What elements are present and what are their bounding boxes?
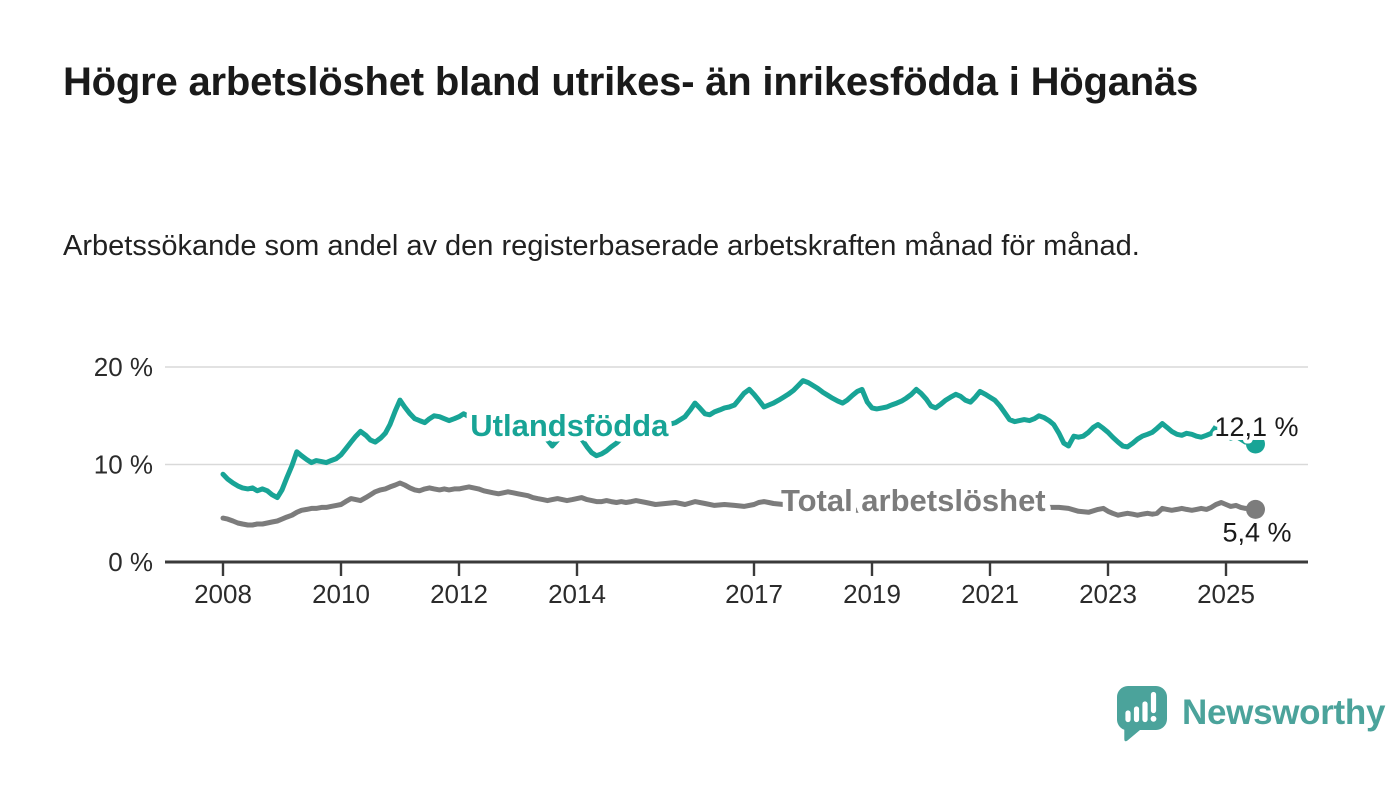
x-axis-tick-label: 2019 xyxy=(843,579,901,609)
series-label-total: Total arbetslöshet xyxy=(781,483,1046,518)
logo-exclamation-dot xyxy=(1150,715,1157,722)
y-axis-tick-label: 10 % xyxy=(94,450,153,480)
x-axis-tick-label: 2012 xyxy=(430,579,488,609)
endpoint-dot-total xyxy=(1246,499,1265,519)
x-axis-tick-label: 2008 xyxy=(194,579,252,609)
y-axis-tick-label: 0 % xyxy=(108,547,153,577)
logo-bars xyxy=(1125,691,1157,723)
newsworthy-logo-icon xyxy=(1116,686,1167,742)
chart-title: Högre arbetslöshet bland utrikes- än inr… xyxy=(63,60,1199,104)
x-axis-tick-label: 2017 xyxy=(725,579,783,609)
y-axis-tick-label: 20 % xyxy=(94,352,153,382)
end-value-label-utlandsfodda: 12,1 % xyxy=(1215,412,1299,442)
end-value-label-total: 5,4 % xyxy=(1223,517,1292,547)
chart-subtitle: Arbetssökande som andel av den registerb… xyxy=(63,230,1140,262)
endpoint-dot-utlandsfodda xyxy=(1246,434,1265,454)
x-axis-tick-label: 2025 xyxy=(1197,579,1255,609)
x-axis-tick-label: 2021 xyxy=(961,579,1019,609)
x-axis-tick-label: 2010 xyxy=(312,579,370,609)
x-axis-tick-label: 2014 xyxy=(548,579,606,609)
series-line-utlandsfodda xyxy=(220,378,1258,501)
series-line-total xyxy=(220,480,1258,528)
newsworthy-brand-text: Newsworthy xyxy=(1182,693,1386,732)
x-axis-tick-label: 2023 xyxy=(1079,579,1137,609)
newsworthy-brand: Newsworthy xyxy=(1115,684,1385,742)
series-label-utlandsfodda: Utlandsfödda xyxy=(470,408,669,443)
logo-bubble-shape xyxy=(1116,686,1167,742)
